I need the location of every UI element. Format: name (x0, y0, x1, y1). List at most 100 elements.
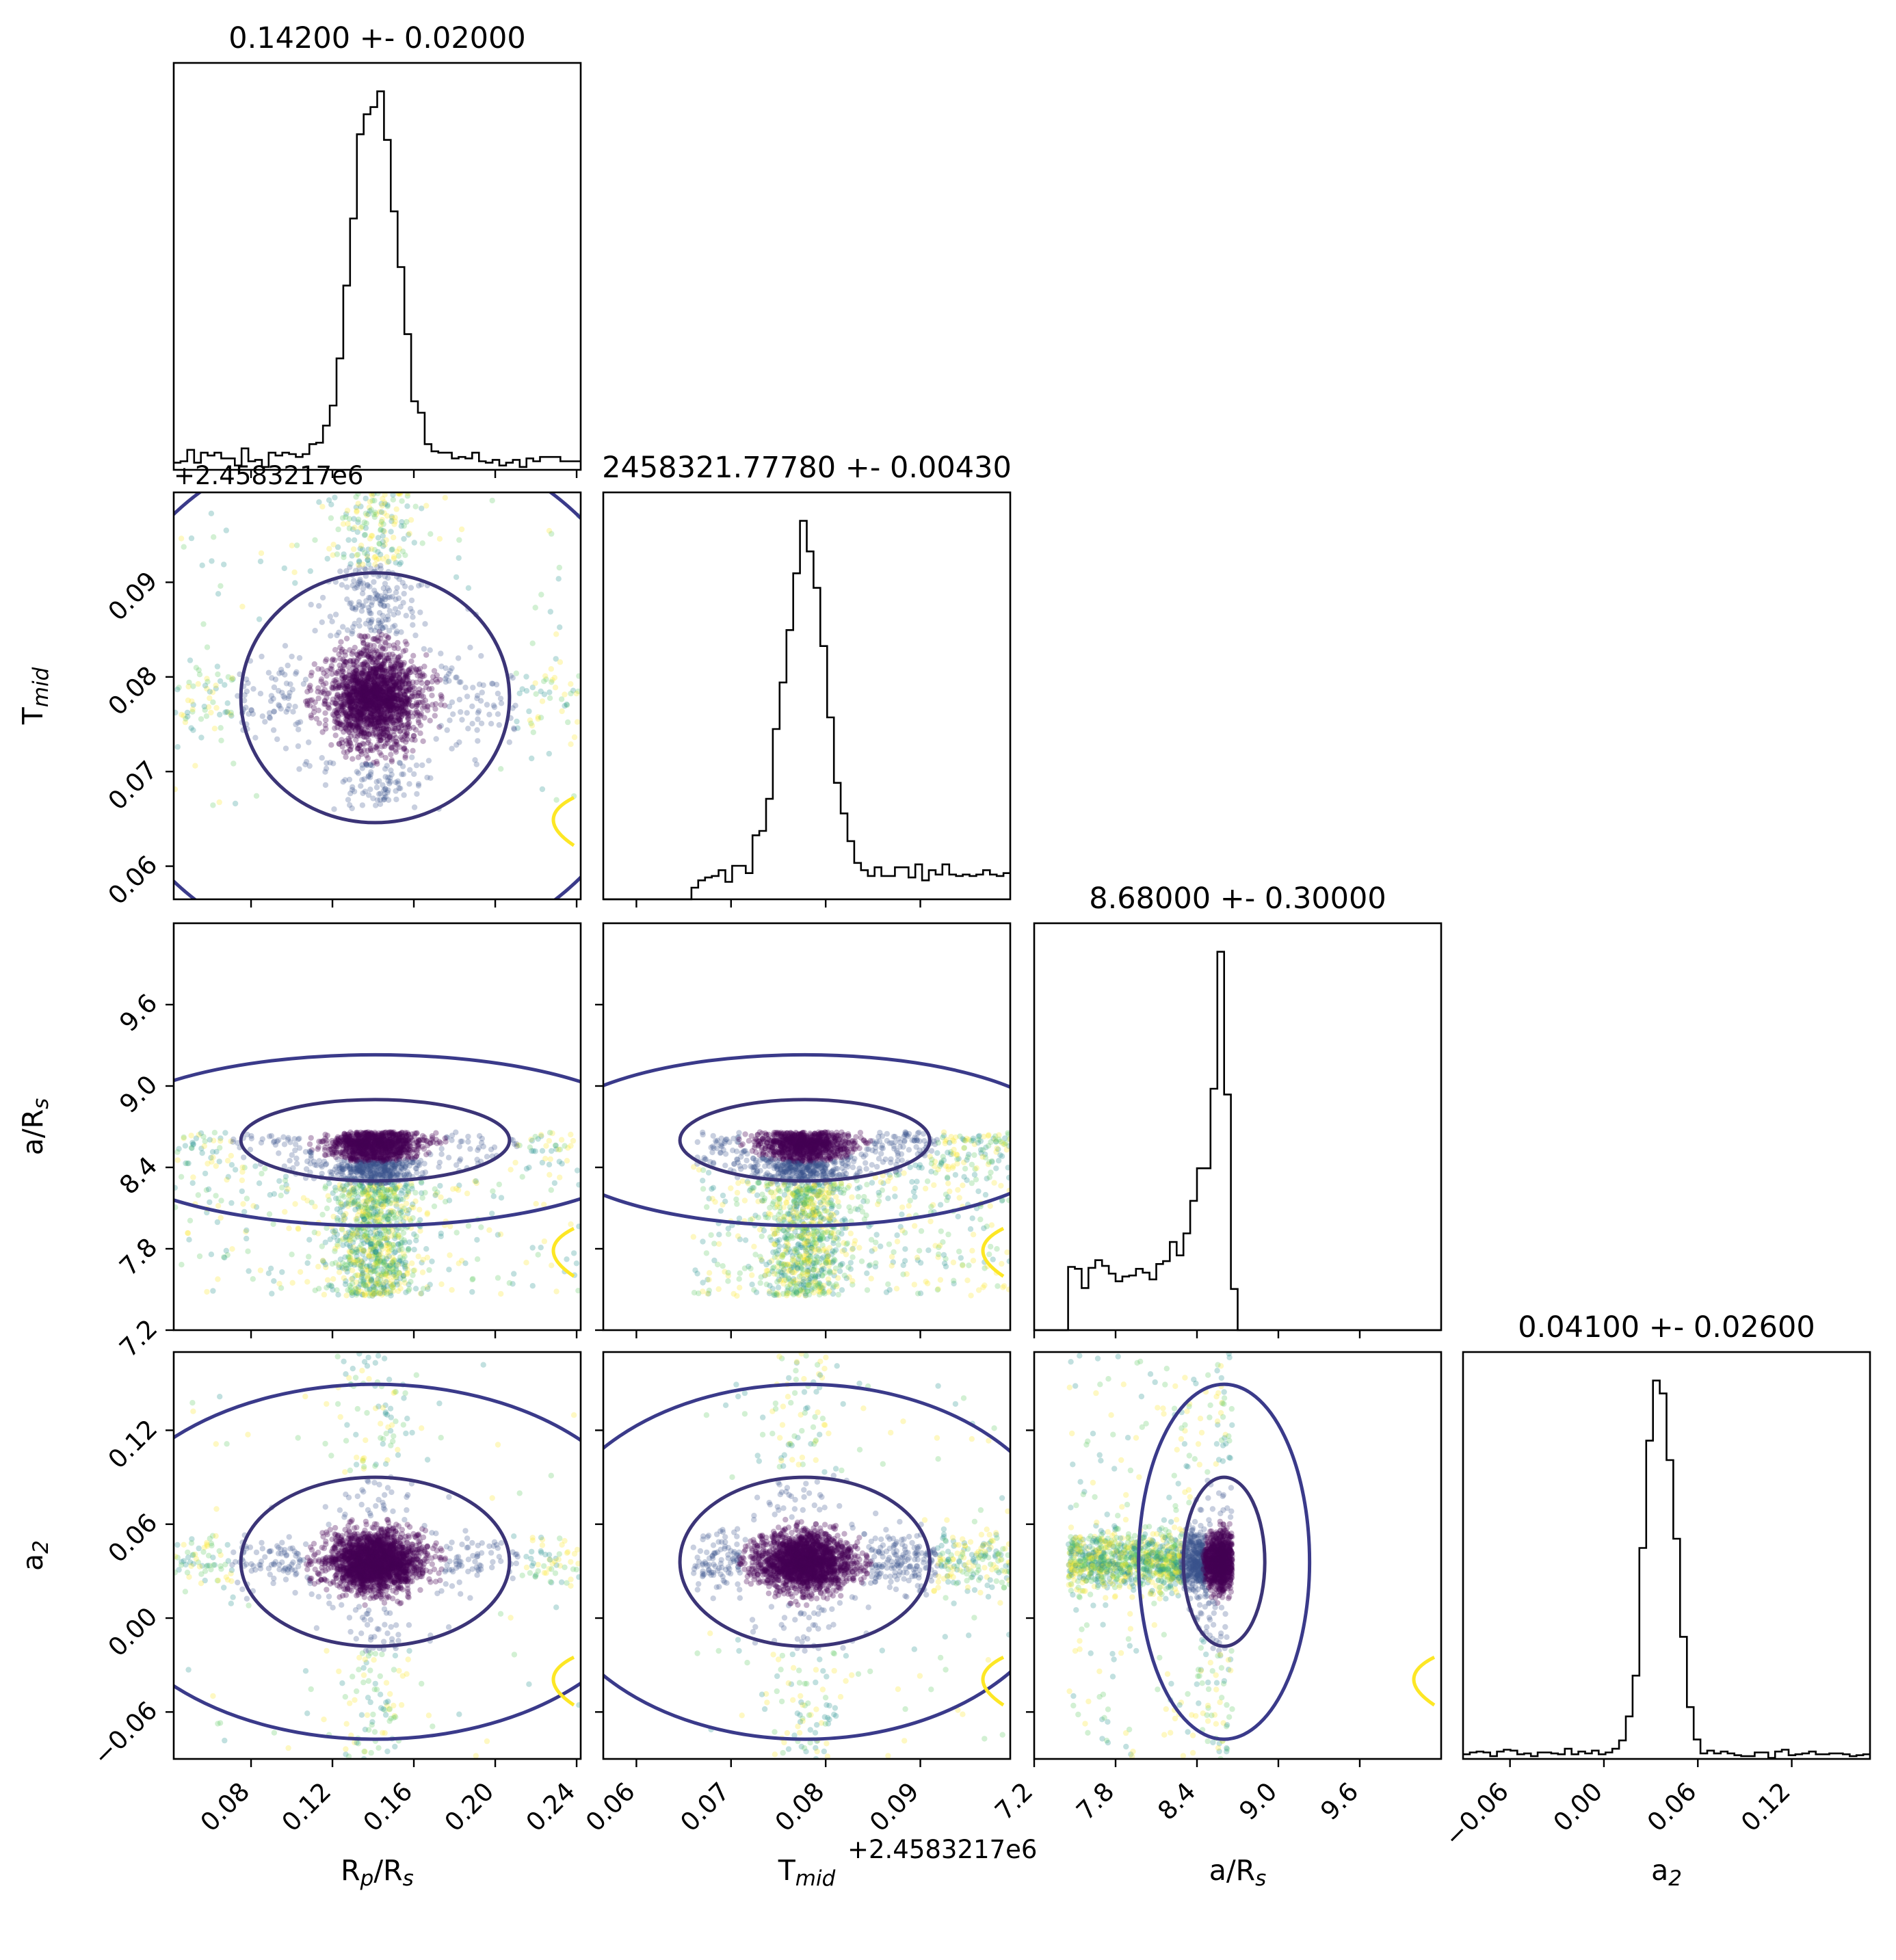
scatter-point (391, 704, 397, 710)
scatter-point (373, 693, 380, 699)
scatter-point (401, 733, 408, 739)
scatter-point (355, 655, 362, 661)
scatter-point (390, 673, 397, 679)
scatter-point (354, 509, 360, 515)
scatter-point (404, 518, 410, 525)
scatter-point (213, 1193, 219, 1199)
scatter-point (384, 503, 391, 509)
scatter-point (211, 1130, 218, 1136)
scatter-point (370, 666, 377, 673)
scatter-point (361, 532, 368, 538)
scatter-point (395, 692, 401, 699)
scatter-point (373, 667, 380, 673)
scatter-point (373, 723, 380, 730)
scatter-point (354, 745, 360, 752)
scatter-point (373, 744, 380, 750)
scatter-point (377, 737, 384, 744)
scatter-point (386, 734, 393, 741)
scatter-point (339, 705, 345, 712)
scatter-point (510, 675, 516, 681)
scatter-point (421, 703, 427, 710)
scatter-point (330, 542, 337, 548)
scatter-point (257, 558, 264, 565)
scatter-point (185, 697, 192, 704)
scatter-point (372, 683, 378, 689)
scatter-point (398, 705, 404, 711)
scatter-point (395, 717, 402, 724)
scatter-point (367, 673, 373, 680)
scatter-point (372, 681, 378, 687)
scatter-point (358, 690, 365, 696)
scatter-point (359, 693, 365, 699)
scatter-point (387, 716, 393, 722)
scatter-point (341, 692, 347, 699)
scatter-point (363, 1282, 369, 1288)
scatter-point (562, 702, 568, 709)
scatter-point (384, 695, 391, 701)
scatter-point (364, 715, 370, 722)
scatter-point (348, 743, 354, 750)
scatter-point (508, 1167, 514, 1173)
scatter-point (342, 1281, 349, 1288)
scatter-point (378, 696, 385, 702)
scatter-point (365, 1199, 371, 1206)
scatter-point (393, 741, 399, 747)
scatter-point (411, 1247, 417, 1253)
scatter-point (322, 710, 328, 716)
scatter-point (371, 685, 378, 691)
scatter-point (549, 531, 555, 537)
scatter-point (350, 689, 356, 695)
scatter-point (533, 1201, 539, 1207)
scatter-point (359, 726, 366, 732)
scatter-point (395, 610, 401, 616)
scatter-point (402, 732, 409, 738)
scatter-point (436, 724, 443, 730)
scatter-point (398, 697, 405, 703)
scatter-point (214, 663, 221, 670)
scatter-point (282, 745, 289, 752)
scatter-point (358, 726, 365, 732)
scatter-point (337, 682, 343, 689)
scatter-point (382, 692, 389, 698)
scatter-point (414, 791, 420, 797)
scatter-point (369, 687, 375, 694)
scatter-point (389, 686, 395, 693)
scatter-point (379, 652, 386, 658)
scatter-point (350, 707, 356, 713)
scatter-point (371, 708, 377, 715)
scatter-point (470, 685, 476, 691)
scatter-point (377, 654, 383, 660)
scatter-point (399, 684, 405, 691)
scatter-point (393, 631, 399, 637)
scatter-point (358, 715, 365, 721)
scatter-point (252, 1163, 259, 1169)
scatter-point (338, 700, 344, 706)
scatter-point (338, 639, 344, 645)
scatter-point (344, 741, 350, 747)
scatter-point (385, 778, 391, 784)
scatter-point (378, 677, 384, 683)
scatter-point (350, 724, 356, 730)
scatter-point (399, 498, 405, 504)
scatter-point (403, 688, 409, 694)
scatter-point (355, 708, 362, 715)
scatter-point (399, 700, 406, 706)
scatter-point (391, 683, 397, 689)
scatter-point (409, 737, 415, 743)
scatter-point (356, 723, 363, 729)
scatter-point (382, 682, 389, 688)
scatter-point (453, 1230, 460, 1236)
scatter-point (449, 665, 455, 672)
scatter-point (248, 707, 254, 714)
scatter-point (376, 713, 383, 719)
scatter-point (376, 699, 382, 706)
scatter-point (400, 702, 406, 708)
scatter-point (384, 559, 391, 566)
scatter-point (367, 669, 373, 675)
scatter-point (394, 628, 400, 635)
scatter-point (386, 608, 393, 614)
scatter-point (413, 703, 419, 710)
scatter-point (311, 661, 317, 667)
scatter-point (338, 721, 344, 728)
scatter-point (350, 712, 356, 719)
